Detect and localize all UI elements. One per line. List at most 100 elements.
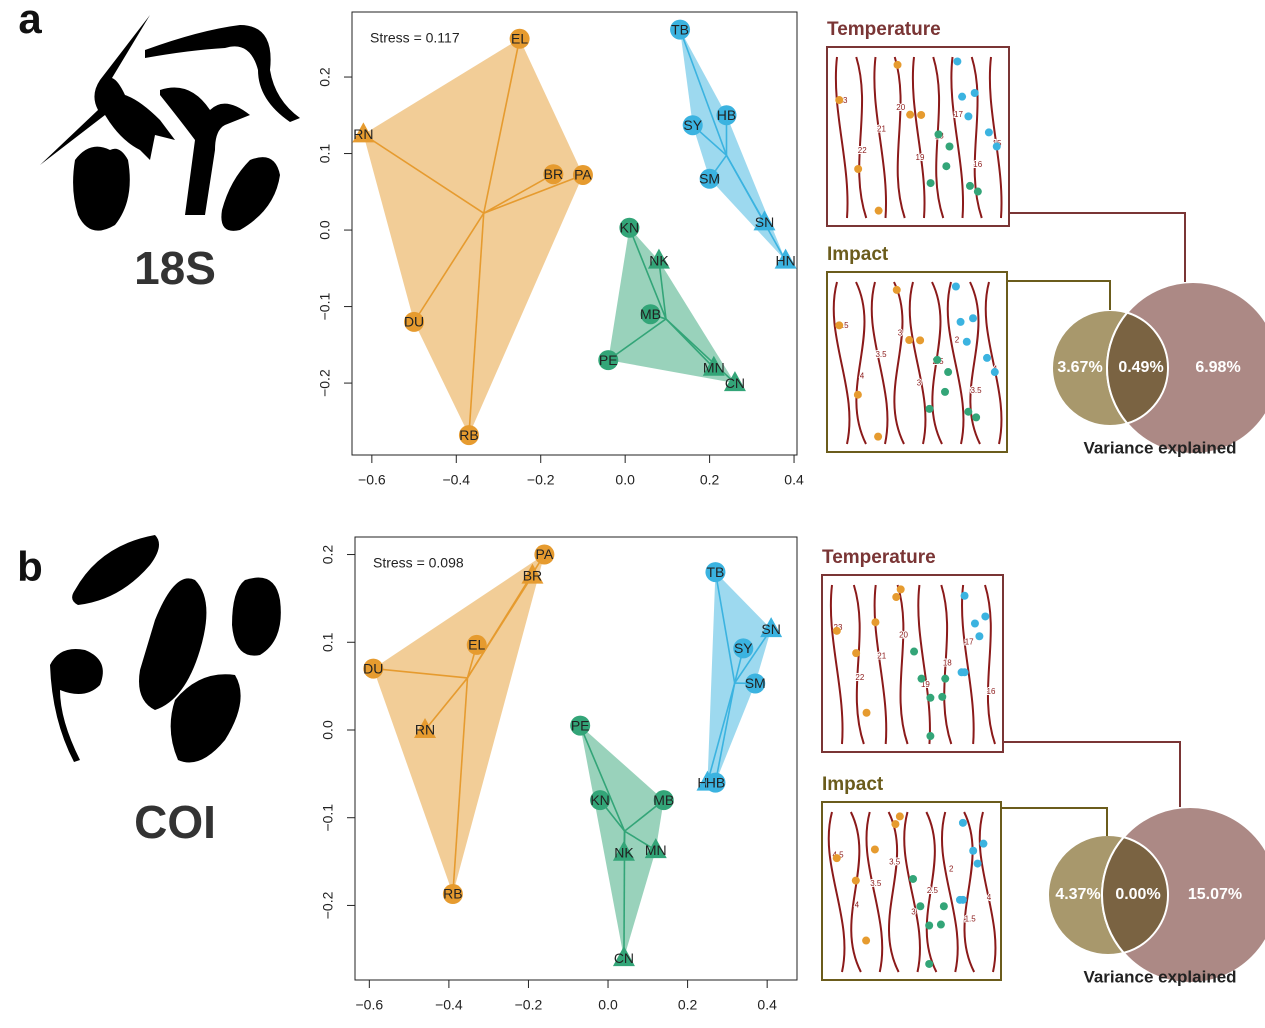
map-site — [896, 812, 904, 820]
map-site — [927, 179, 935, 187]
point-label: KN — [620, 219, 639, 235]
venn-value-label: 3.67% — [1057, 359, 1102, 376]
map-site — [852, 877, 860, 885]
point-label: PE — [599, 352, 618, 368]
contour-label: 20 — [896, 103, 905, 112]
map-site — [971, 89, 979, 97]
connector — [1003, 742, 1180, 807]
map-site — [969, 847, 977, 855]
figure: a18SELRNBRPADURBKNNKMBPEMNCNTBHBSYSMSNHN… — [0, 0, 1265, 1023]
contour-label: 3 — [898, 328, 903, 337]
icons-coi — [50, 535, 281, 763]
point-label: EL — [511, 30, 528, 46]
y-tick-label: 0.2 — [320, 545, 336, 565]
contour-line — [964, 812, 974, 972]
contour-line — [913, 57, 925, 218]
icons-18s — [40, 15, 300, 231]
map-site — [871, 618, 879, 626]
point-label: SN — [761, 621, 780, 637]
point-label: BR — [544, 166, 563, 182]
point-label: SY — [734, 640, 753, 656]
hull — [373, 555, 544, 894]
contour-label: 4 — [987, 893, 992, 902]
contour-label: 2.5 — [927, 886, 939, 895]
map-title: Impact — [827, 244, 889, 265]
y-tick-label: −0.2 — [320, 891, 336, 919]
contour-line — [856, 282, 866, 444]
map-site — [964, 112, 972, 120]
contour-line — [990, 57, 1002, 218]
x-tick-label: 0.2 — [678, 997, 698, 1013]
x-tick-label: −0.6 — [358, 472, 386, 488]
map-site — [959, 819, 967, 827]
point-label: RN — [415, 722, 435, 738]
contour-label: 4 — [860, 372, 865, 381]
contour-line — [894, 282, 904, 444]
point-label: SM — [699, 170, 720, 186]
contour-label: 20 — [899, 630, 908, 639]
y-tick-label: −0.1 — [317, 293, 333, 321]
y-tick-label: 0.0 — [320, 720, 336, 740]
panel-letter: a — [18, 0, 42, 42]
contour-line — [980, 812, 996, 972]
connector — [1009, 213, 1185, 282]
point-label: MN — [703, 359, 725, 375]
spider-line — [726, 155, 785, 260]
contour-label: 18 — [943, 659, 952, 668]
map-site — [933, 356, 941, 364]
contour-label: 17 — [954, 110, 963, 119]
map-site — [854, 165, 862, 173]
connector — [1001, 808, 1107, 836]
point-label: NK — [649, 252, 669, 268]
contour-line — [831, 585, 843, 744]
point-label: TB — [671, 21, 689, 37]
map-site — [854, 391, 862, 399]
map-site — [925, 960, 933, 968]
contour-line — [872, 282, 888, 444]
contour-line — [834, 282, 850, 444]
contour-line — [895, 57, 905, 218]
x-tick-label: 0.0 — [598, 997, 618, 1013]
map-site — [925, 921, 933, 929]
venn-value-label: 0.00% — [1115, 886, 1160, 903]
contour-label: 2 — [949, 865, 954, 874]
map-site — [941, 675, 949, 683]
contour-line — [942, 812, 958, 972]
point-label: RB — [443, 886, 462, 902]
contour-label: 3.5 — [889, 858, 901, 867]
map-title: Temperature — [827, 19, 941, 40]
map-site — [958, 93, 966, 101]
venn-value-label: 15.07% — [1188, 886, 1242, 903]
y-tick-label: −0.1 — [320, 804, 336, 832]
contour-line — [948, 282, 964, 444]
contour-label: 17 — [965, 637, 974, 646]
map-site — [862, 937, 870, 945]
point-label: MN — [645, 842, 667, 858]
map-site — [925, 405, 933, 413]
map-site — [906, 111, 914, 119]
x-tick-label: −0.2 — [515, 997, 543, 1013]
x-tick-label: 0.4 — [757, 997, 777, 1013]
x-tick-label: −0.4 — [435, 997, 463, 1013]
point-label: RN — [353, 126, 373, 142]
map-site — [941, 388, 949, 396]
map-site — [833, 854, 841, 862]
point-label: DU — [363, 660, 383, 676]
point-label: HB — [706, 774, 725, 790]
map-site — [983, 354, 991, 362]
connector — [1007, 281, 1110, 310]
map-site — [875, 207, 883, 215]
map-site — [874, 433, 882, 441]
map-site — [891, 820, 899, 828]
contour-line — [875, 585, 887, 744]
marker-label: COI — [134, 796, 216, 848]
point-label: TB — [706, 564, 724, 580]
map-site — [897, 585, 905, 593]
map-title: Impact — [822, 774, 884, 795]
contour-label: 3 — [917, 379, 922, 388]
map-site — [934, 130, 942, 138]
point-label: EL — [468, 637, 485, 653]
map-site — [894, 61, 902, 69]
point-label: HB — [717, 107, 736, 123]
map-site — [938, 693, 946, 701]
